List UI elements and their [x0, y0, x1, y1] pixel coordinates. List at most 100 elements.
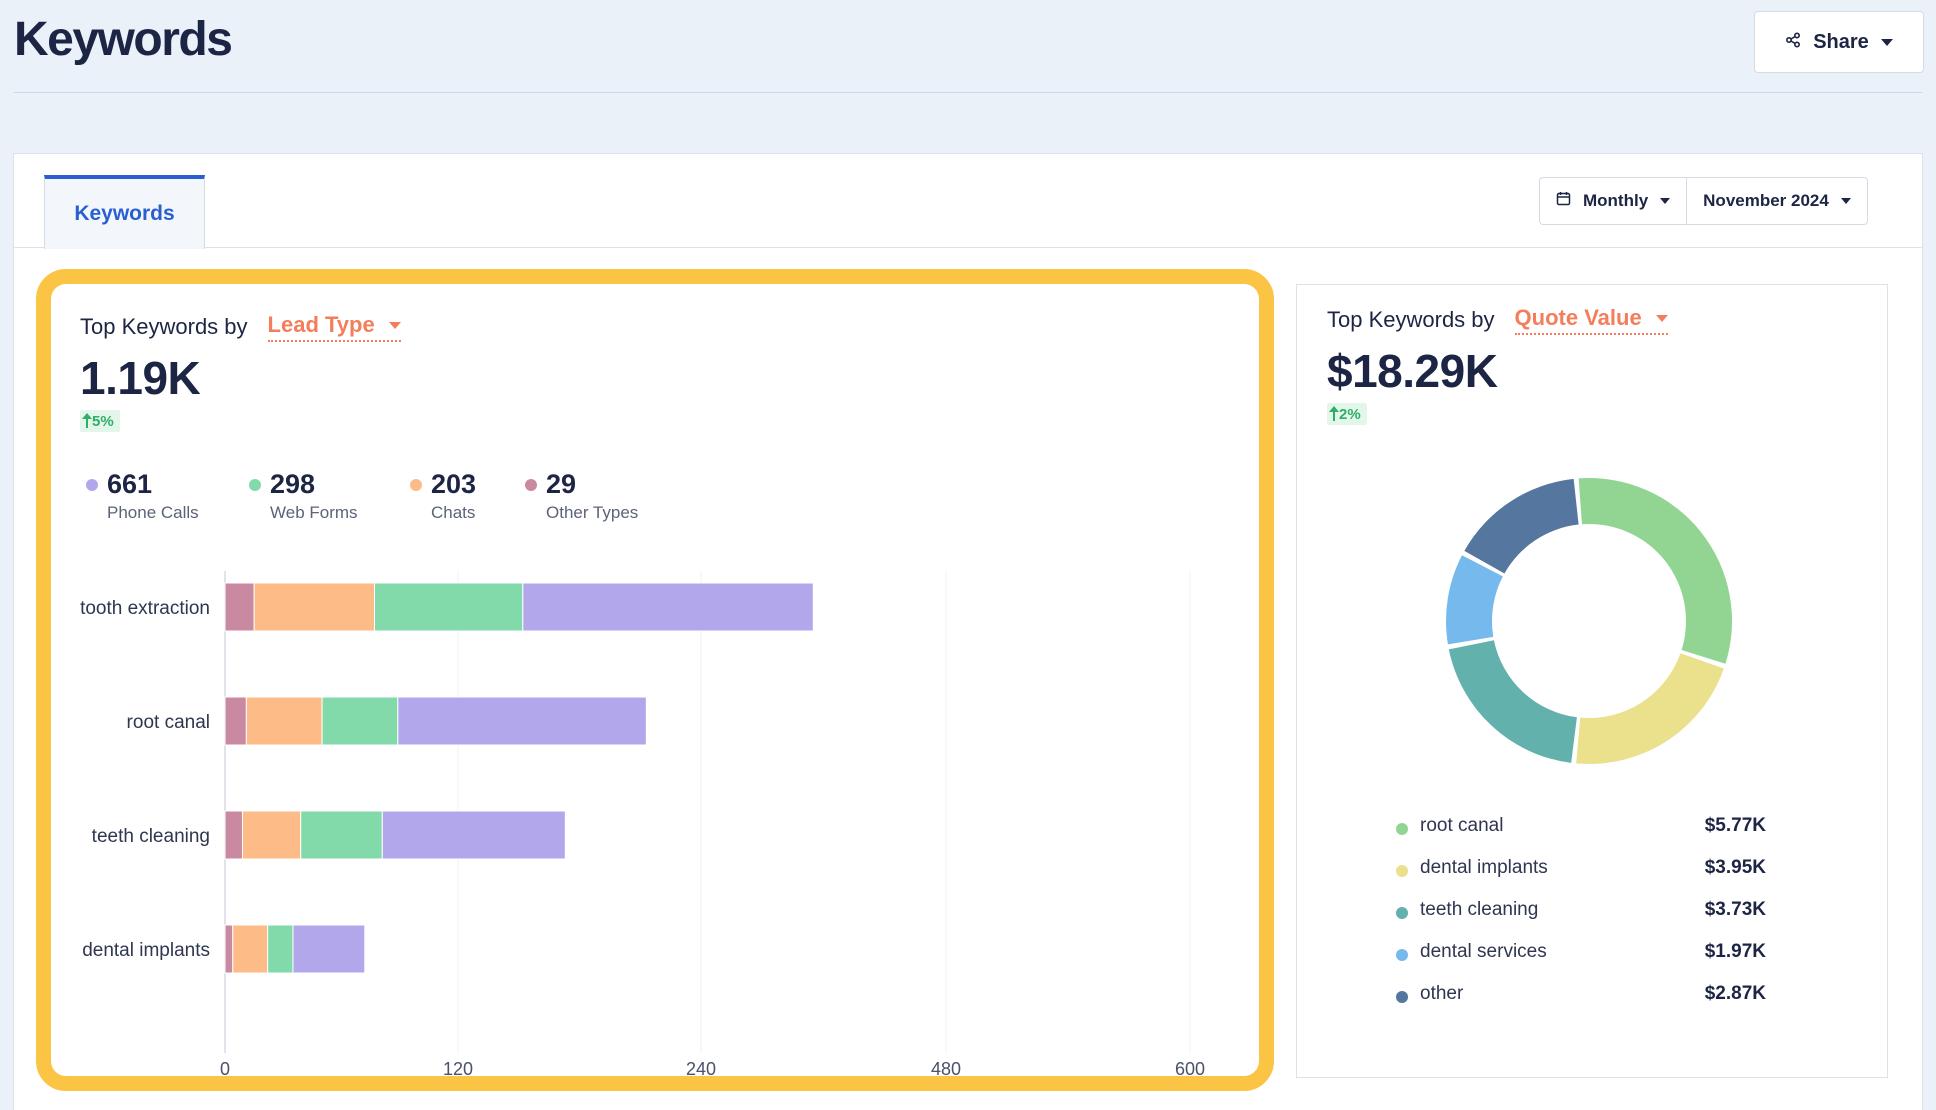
- legend-value: $2.87K: [1704, 983, 1766, 1004]
- bar-segment[interactable]: [241, 810, 302, 860]
- x-tick-label: 480: [931, 1059, 961, 1076]
- legend-dot: [1396, 907, 1408, 919]
- lead-card-header: Top Keywords by Lead Type: [80, 312, 401, 342]
- bar-segment[interactable]: [253, 582, 376, 632]
- legend-value: $5.77K: [1704, 815, 1766, 836]
- donut-slice[interactable]: [1576, 653, 1724, 764]
- legend-dot: [410, 479, 422, 491]
- lead-type-card: Top Keywords by Lead Type 1.19K 5% 661 P…: [36, 269, 1274, 1091]
- arrow-up-icon: [1329, 405, 1339, 421]
- tab-strip: Keywords Monthly November 2024: [14, 154, 1922, 249]
- chevron-down-icon: [1660, 198, 1671, 204]
- lead-delta-badge: 5%: [80, 410, 120, 432]
- quote-dimension-dropdown[interactable]: Quote Value: [1514, 305, 1668, 335]
- granularity-label: Monthly: [1583, 191, 1649, 210]
- legend-value: $1.97K: [1704, 941, 1766, 962]
- share-icon: [1785, 31, 1801, 53]
- legend-item-root-canal: root canal $5.77K: [1396, 815, 1766, 845]
- bar-segment[interactable]: [267, 924, 294, 974]
- legend-label: root canal: [1420, 815, 1504, 836]
- legend-dot: [1396, 823, 1408, 835]
- tab-keywords-label: Keywords: [74, 202, 175, 225]
- donut-chart: [1446, 478, 1732, 764]
- legend-item-teeth-cleaning: teeth cleaning $3.73K: [1396, 899, 1766, 929]
- stat-label: Chats: [431, 503, 476, 522]
- y-category-label: root canal: [127, 712, 210, 733]
- lead-card-heading: Top Keywords by: [80, 314, 248, 339]
- x-tick-label: 0: [220, 1059, 230, 1076]
- title-divider: [14, 92, 1922, 93]
- month-label: November 2024: [1703, 191, 1829, 210]
- stat-label: Web Forms: [270, 503, 358, 522]
- bar-segment[interactable]: [522, 582, 814, 632]
- legend-item-dental-implants: dental implants $3.95K: [1396, 857, 1766, 887]
- lead-dimension-label: Lead Type: [267, 312, 375, 337]
- y-category-label: dental implants: [82, 940, 210, 961]
- legend-dot: [1396, 991, 1408, 1003]
- bar-segment[interactable]: [224, 696, 247, 746]
- tab-keywords[interactable]: Keywords: [44, 175, 205, 249]
- granularity-dropdown[interactable]: Monthly: [1540, 178, 1686, 224]
- bar-segment[interactable]: [224, 924, 234, 974]
- legend-dot: [525, 479, 537, 491]
- quote-total: $18.29K: [1327, 345, 1498, 397]
- legend-dot: [249, 479, 261, 491]
- bar-segment[interactable]: [224, 810, 243, 860]
- stacked-bar-chart: 0 120 240 480 600 tooth extraction root canal t…: [80, 571, 1205, 1076]
- arrow-up-icon: [82, 412, 92, 428]
- quote-card-header: Top Keywords by Quote Value: [1327, 305, 1668, 335]
- stat-label: Other Types: [546, 503, 639, 522]
- stat-value: 661: [107, 469, 153, 499]
- chevron-down-icon: [1880, 38, 1893, 46]
- x-tick-label: 120: [443, 1059, 473, 1076]
- y-category-label: tooth extraction: [80, 598, 210, 619]
- legend-value: $3.73K: [1704, 899, 1766, 920]
- bar-segment[interactable]: [292, 924, 366, 974]
- lead-delta-value: 5%: [92, 412, 114, 430]
- bar-segment[interactable]: [381, 810, 566, 860]
- bar-segment[interactable]: [224, 582, 255, 632]
- month-dropdown[interactable]: November 2024: [1686, 178, 1867, 224]
- stat-label: Phone Calls: [107, 503, 199, 522]
- legend-label: other: [1420, 983, 1464, 1004]
- lead-dimension-dropdown[interactable]: Lead Type: [267, 312, 401, 342]
- calendar-icon: [1556, 191, 1571, 211]
- bar-segment[interactable]: [245, 696, 323, 746]
- quote-card-heading: Top Keywords by: [1327, 307, 1495, 332]
- legend-label: dental services: [1420, 941, 1547, 962]
- chevron-down-icon: [388, 321, 401, 329]
- bar-segment[interactable]: [397, 696, 647, 746]
- page-title: Keywords: [14, 13, 233, 66]
- donut-slice[interactable]: [1464, 478, 1579, 574]
- legend-item-other: other $2.87K: [1396, 983, 1766, 1013]
- donut-slice[interactable]: [1448, 640, 1577, 763]
- x-tick-label: 240: [686, 1059, 716, 1076]
- quote-value-card: Top Keywords by Quote Value $18.29K 2% r…: [1296, 284, 1888, 1078]
- legend-dot: [1396, 949, 1408, 961]
- stat-value: 298: [270, 469, 316, 499]
- bar-segment[interactable]: [374, 582, 524, 632]
- quote-dimension-label: Quote Value: [1514, 305, 1642, 330]
- lead-total: 1.19K: [80, 352, 201, 404]
- stat-value: 29: [546, 469, 577, 499]
- legend-label: dental implants: [1420, 857, 1548, 878]
- share-button-label: Share: [1813, 30, 1869, 53]
- legend-label: teeth cleaning: [1420, 899, 1539, 920]
- y-category-label: teeth cleaning: [92, 826, 210, 847]
- legend-item-dental-services: dental services $1.97K: [1396, 941, 1766, 971]
- donut-slice[interactable]: [1578, 478, 1732, 664]
- bar-segment[interactable]: [321, 696, 399, 746]
- chevron-down-icon: [1840, 198, 1851, 204]
- quote-delta-value: 2%: [1339, 405, 1361, 423]
- legend-dot: [1396, 865, 1408, 877]
- chevron-down-icon: [1655, 314, 1668, 322]
- legend-dot: [86, 479, 98, 491]
- bar-segment[interactable]: [232, 924, 269, 974]
- period-selector: Monthly November 2024: [1539, 177, 1868, 225]
- x-tick-label: 600: [1175, 1059, 1205, 1076]
- bar-segment[interactable]: [300, 810, 383, 860]
- share-button[interactable]: Share: [1754, 11, 1924, 73]
- quote-delta-badge: 2%: [1327, 403, 1367, 425]
- donut-slice[interactable]: [1446, 555, 1503, 645]
- legend-value: $3.95K: [1704, 857, 1766, 878]
